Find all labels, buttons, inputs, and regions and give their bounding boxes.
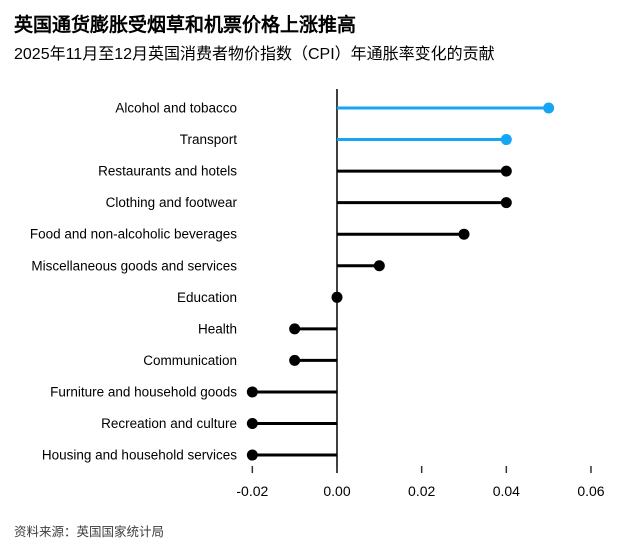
category-label: Miscellaneous goods and services: [31, 258, 237, 273]
category-label: Food and non-alcoholic beverages: [30, 227, 237, 242]
lollipop-dot: [458, 228, 470, 240]
category-label: Health: [198, 321, 237, 336]
category-label: Alcohol and tobacco: [115, 101, 237, 116]
category-label: Furniture and household goods: [50, 384, 237, 399]
category-label: Clothing and footwear: [106, 195, 238, 210]
lollipop-dot: [246, 449, 258, 461]
x-axis-tick-label: 0.06: [577, 483, 604, 499]
lollipop-dot: [373, 260, 385, 272]
lollipop-dot: [500, 134, 512, 146]
lollipop-dot: [246, 386, 258, 398]
lollipop-dot: [500, 165, 512, 177]
category-label: Housing and household services: [42, 448, 237, 463]
category-label: Recreation and culture: [101, 416, 237, 431]
category-label: Restaurants and hotels: [98, 164, 237, 179]
category-label: Transport: [180, 132, 238, 147]
lollipop-dot: [289, 323, 301, 335]
lollipop-dot: [331, 291, 343, 303]
category-label: Communication: [143, 353, 237, 368]
chart-source: 资料来源：英国国家统计局: [14, 525, 165, 539]
lollipop-dot: [543, 102, 555, 114]
x-axis-tick-label: 0.04: [493, 483, 520, 499]
x-axis-tick-label: 0.00: [323, 483, 350, 499]
chart-title: 英国通货膨胀受烟草和机票价格上涨推高: [14, 15, 357, 36]
x-axis-tick-label: -0.02: [236, 483, 268, 499]
chart-subtitle: 2025年11月至12月英国消费者物价指数（CPI）年通胀率变化的贡献: [14, 46, 495, 63]
category-label: Education: [177, 290, 237, 305]
lollipop-dot: [500, 197, 512, 209]
lollipop-dot: [246, 418, 258, 429]
lollipop-dot: [289, 354, 301, 366]
x-axis-tick-label: 0.02: [408, 483, 435, 499]
